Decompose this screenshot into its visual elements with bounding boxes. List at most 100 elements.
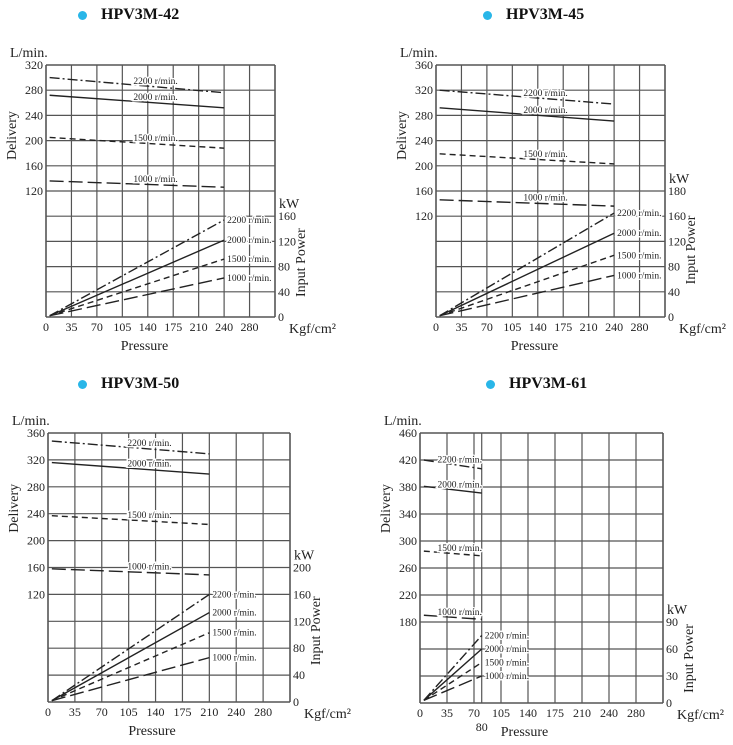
delivery-line-1000 (439, 199, 615, 207)
delivery-rpm-label: 1000 r/min. (523, 194, 567, 204)
power-axis-label: Input Power (684, 215, 699, 284)
y-tick-label: 460 (399, 426, 417, 440)
power-line-1500 (49, 258, 225, 317)
delivery-rpm-label: 2200 r/min. (133, 77, 177, 87)
power-rpm-label: 1000 r/min. (617, 271, 661, 281)
power-rpm-label: 1000 r/min. (227, 274, 271, 284)
x-tick-label: 140 (529, 320, 547, 334)
power-tick-label: 160 (293, 587, 311, 601)
delivery-rpm-label: 1500 r/min. (523, 150, 567, 160)
power-tick-label: 120 (278, 234, 296, 248)
y-tick-label: 180 (399, 615, 417, 629)
pressure-unit: Kgf/cm² (677, 708, 724, 723)
x-tick-label: 175 (554, 320, 572, 334)
power-line-1000 (49, 277, 225, 317)
delivery-unit: L/min. (384, 414, 422, 429)
power-tick-label: 160 (278, 209, 296, 223)
y-tick-label: 240 (415, 134, 433, 148)
y-tick-label: 220 (399, 588, 417, 602)
y-tick-label: 200 (415, 159, 433, 173)
delivery-rpm-label: 2000 r/min. (438, 481, 482, 491)
y-tick-label: 120 (415, 209, 433, 223)
delivery-axis-label: Delivery (379, 484, 394, 533)
delivery-rpm-label: 1000 r/min. (133, 175, 177, 185)
power-axis-label: Input Power (294, 228, 309, 297)
power-rpm-label: 1000 r/min. (212, 654, 256, 664)
delivery-line-2200 (439, 89, 615, 105)
y-tick-label: 120 (27, 587, 45, 601)
x-tick-label: 0 (433, 320, 439, 334)
bullet-icon (78, 379, 87, 389)
delivery-rpm-label: 1000 r/min. (127, 563, 171, 573)
y-tick-label: 380 (399, 480, 417, 494)
power-tick-label: 40 (293, 668, 305, 682)
x-tick-label: 105 (492, 706, 510, 720)
power-line-2200 (423, 635, 483, 701)
x-tick-label: 140 (139, 320, 157, 334)
x-tick-label: 210 (573, 706, 591, 720)
delivery-rpm-label: 1500 r/min. (127, 511, 171, 521)
x-tick-label: 175 (164, 320, 182, 334)
power-tick-label: 0 (293, 695, 299, 709)
x-tick-label: 70 (91, 320, 103, 334)
delivery-unit: L/min. (10, 46, 48, 61)
pressure-axis-label: Pressure (121, 339, 168, 354)
power-line-2000 (51, 611, 210, 702)
power-tick-label: 0 (668, 310, 674, 324)
bullet-icon (483, 10, 492, 20)
x-tick-label: 210 (580, 320, 598, 334)
delivery-line-1500 (49, 136, 225, 149)
delivery-line-2200 (423, 459, 482, 470)
power-line-2200 (51, 593, 210, 702)
x-tick-label: 35 (455, 320, 467, 334)
x-tick-label: 105 (503, 320, 521, 334)
delivery-rpm-label: 1500 r/min. (438, 544, 482, 554)
power-unit: kW (279, 197, 300, 212)
x-tick-label: 240 (227, 705, 245, 719)
delivery-rpm-label: 2200 r/min. (127, 439, 171, 449)
delivery-line-1500 (439, 153, 615, 165)
x-tick-label: 70 (481, 320, 493, 334)
power-line-1000 (439, 274, 615, 317)
y-tick-label: 320 (25, 58, 43, 72)
chart-title-text: HPV3M-50 (101, 375, 180, 392)
pressure-unit: Kgf/cm² (679, 322, 726, 337)
power-tick-label: 30 (666, 669, 678, 683)
x-tick-label: 175 (546, 706, 564, 720)
delivery-line-2000 (439, 107, 615, 122)
power-line-1500 (439, 254, 615, 317)
power-tick-label: 90 (666, 615, 678, 629)
power-rpm-label: 2000 r/min. (485, 645, 529, 655)
delivery-rpm-label: 2200 r/min. (438, 455, 482, 465)
y-tick-label: 320 (27, 453, 45, 467)
power-tick-label: 80 (293, 641, 305, 655)
power-tick-label: 60 (666, 642, 678, 656)
chart-title-text: HPV3M-42 (101, 6, 180, 23)
x-tick-label: 210 (190, 320, 208, 334)
bullet-icon (486, 379, 495, 389)
y-tick-label: 360 (415, 58, 433, 72)
power-line-2200 (49, 219, 225, 317)
chart-title-3: HPV3M-50 (78, 375, 179, 393)
power-rpm-label: 1500 r/min. (212, 629, 256, 639)
delivery-line-1000 (423, 614, 482, 620)
power-tick-label: 0 (666, 696, 672, 710)
delivery-unit: L/min. (400, 46, 438, 61)
delivery-line-2000 (51, 461, 210, 475)
x-tick-label: 280 (241, 320, 259, 334)
delivery-axis-label: Delivery (7, 484, 22, 533)
y-tick-label: 280 (415, 108, 433, 122)
power-rpm-label: 2000 r/min. (212, 609, 256, 619)
y-tick-label: 280 (27, 480, 45, 494)
power-unit: kW (667, 603, 688, 618)
delivery-rpm-label: 1500 r/min. (133, 134, 177, 144)
y-tick-label: 160 (25, 159, 43, 173)
power-tick-label: 120 (668, 234, 686, 248)
delivery-rpm-label: 2000 r/min. (523, 106, 567, 116)
x-tick-label: 210 (200, 705, 218, 719)
chart-title-1: HPV3M-42 (78, 6, 179, 24)
power-line-2000 (439, 232, 615, 317)
chart-title-2: HPV3M-45 (483, 6, 584, 24)
x-tick-label: 240 (605, 320, 623, 334)
